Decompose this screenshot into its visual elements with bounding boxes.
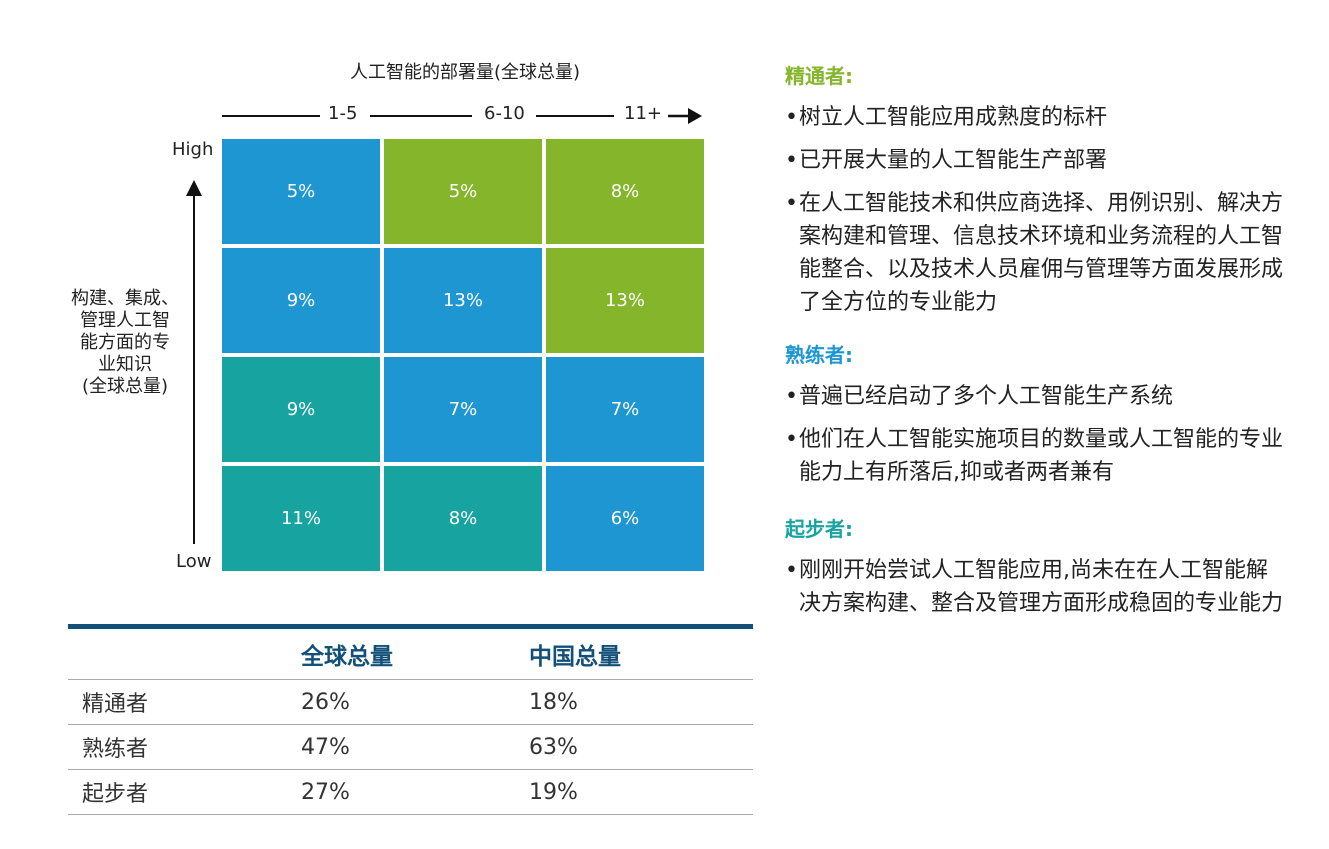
bullet-item: 他们在人工智能实施项目的数量或人工智能的专业能力上有所落后,抑或者两者兼有 bbox=[785, 423, 1285, 489]
table-cell: 27% bbox=[301, 779, 350, 805]
table-cell: 47% bbox=[301, 734, 350, 760]
arrow-up-icon bbox=[186, 180, 202, 544]
heatmap-grid: 5% 5% 8% 9% 13% 13% 9% 7% 7% 11% 8% 6% bbox=[222, 139, 704, 571]
section-title: 精通者: bbox=[785, 64, 853, 88]
x-tick-label: 11+ bbox=[624, 103, 662, 124]
description-panel: 精通者: 树立人工智能应用成熟度的标杆已开展大量的人工智能生产部署在人工智能技术和… bbox=[785, 60, 1285, 630]
heatmap-cell-label: 13% bbox=[442, 290, 483, 311]
heatmap-cell: 13% bbox=[384, 248, 542, 353]
panel-section: 精通者: 树立人工智能应用成熟度的标杆已开展大量的人工智能生产部署在人工智能技术和… bbox=[785, 60, 1285, 319]
heatmap-cell: 11% bbox=[222, 466, 380, 571]
table-header-cell: 中国总量 bbox=[529, 644, 621, 670]
heatmap-cell-label: 9% bbox=[286, 290, 316, 311]
panel-section: 起步者: 刚刚开始尝试人工智能应用,尚未在在人工智能解决方案构建、整合及管理方面形… bbox=[785, 513, 1285, 620]
y-axis-label: 构建、集成、 管理人工智 能方面的专 业知识 (全球总量) bbox=[66, 288, 184, 398]
y-axis-label-line: 管理人工智 bbox=[80, 310, 170, 331]
y-axis-label-line: 能方面的专 bbox=[80, 332, 170, 353]
heatmap-cell: 5% bbox=[222, 139, 380, 244]
x-axis-line bbox=[222, 115, 320, 117]
heatmap-cell: 8% bbox=[384, 466, 542, 571]
table-cell: 63% bbox=[529, 734, 578, 760]
table-cell: 26% bbox=[301, 689, 350, 715]
bullet-item: 普遍已经启动了多个人工智能生产系统 bbox=[785, 380, 1285, 413]
chart-title: 人工智能的部署量(全球总量) bbox=[349, 62, 581, 83]
table-header-cell: 全球总量 bbox=[301, 644, 393, 670]
section-title: 熟练者: bbox=[785, 343, 853, 367]
heatmap-cell-label: 9% bbox=[286, 399, 316, 420]
summary-table: 全球总量 中国总量 精通者 26% 18% 熟练者 47% 63% 起步者 27… bbox=[68, 624, 753, 815]
heatmap-cell-label: 8% bbox=[448, 508, 478, 529]
heatmap-cell: 6% bbox=[546, 466, 704, 571]
y-axis-high-label: High bbox=[172, 139, 214, 160]
table-header-row: 全球总量 中国总量 bbox=[68, 629, 753, 680]
heatmap-cell: 8% bbox=[546, 139, 704, 244]
heatmap-cell: 9% bbox=[222, 248, 380, 353]
table-cell: 19% bbox=[529, 779, 578, 805]
heatmap-cell: 5% bbox=[384, 139, 542, 244]
table-row: 精通者 26% 18% bbox=[68, 680, 753, 725]
y-axis-label-line: (全球总量) bbox=[81, 376, 169, 397]
table-cell: 熟练者 bbox=[82, 737, 149, 762]
heatmap-cell-label: 8% bbox=[610, 181, 640, 202]
heatmap-cell-label: 7% bbox=[448, 399, 478, 420]
x-tick-label: 6-10 bbox=[484, 103, 525, 124]
section-title: 起步者: bbox=[785, 517, 853, 541]
x-axis: 1-5 6-10 11+ bbox=[222, 103, 704, 129]
bullet-item: 在人工智能技术和供应商选择、用例识别、解决方案构建和管理、信息技术环境和业务流程… bbox=[785, 187, 1285, 319]
table-top-bar bbox=[68, 624, 753, 629]
heatmap-cell: 7% bbox=[546, 357, 704, 462]
heatmap-cell-label: 5% bbox=[448, 181, 478, 202]
heatmap-cell-label: 6% bbox=[610, 508, 640, 529]
y-axis-label-line: 业知识 bbox=[98, 354, 152, 375]
arrow-right-icon bbox=[668, 108, 702, 124]
heatmap-cell: 7% bbox=[384, 357, 542, 462]
heatmap-cell-label: 13% bbox=[604, 290, 645, 311]
x-tick-label: 1-5 bbox=[328, 103, 358, 124]
heatmap-cell: 13% bbox=[546, 248, 704, 353]
table-row: 熟练者 47% 63% bbox=[68, 725, 753, 770]
bullet-item: 树立人工智能应用成熟度的标杆 bbox=[785, 101, 1285, 134]
x-axis-line bbox=[536, 115, 614, 117]
table-cell: 起步者 bbox=[82, 782, 149, 807]
x-axis-line bbox=[370, 115, 472, 117]
heatmap-cell: 9% bbox=[222, 357, 380, 462]
table-cell: 精通者 bbox=[82, 692, 149, 717]
bullet-item: 已开展大量的人工智能生产部署 bbox=[785, 144, 1285, 177]
heatmap-cell-label: 7% bbox=[610, 399, 640, 420]
y-axis-label-line: 构建、集成、 bbox=[71, 288, 179, 309]
heatmap-cell-label: 11% bbox=[280, 508, 321, 529]
table-cell: 18% bbox=[529, 689, 578, 715]
bullet-item: 刚刚开始尝试人工智能应用,尚未在在人工智能解决方案构建、整合及管理方面形成稳固的… bbox=[785, 554, 1285, 620]
table-row: 起步者 27% 19% bbox=[68, 770, 753, 815]
panel-section: 熟练者: 普遍已经启动了多个人工智能生产系统他们在人工智能实施项目的数量或人工智能… bbox=[785, 339, 1285, 489]
y-axis-low-label: Low bbox=[176, 551, 212, 572]
heatmap-cell-label: 5% bbox=[286, 181, 316, 202]
